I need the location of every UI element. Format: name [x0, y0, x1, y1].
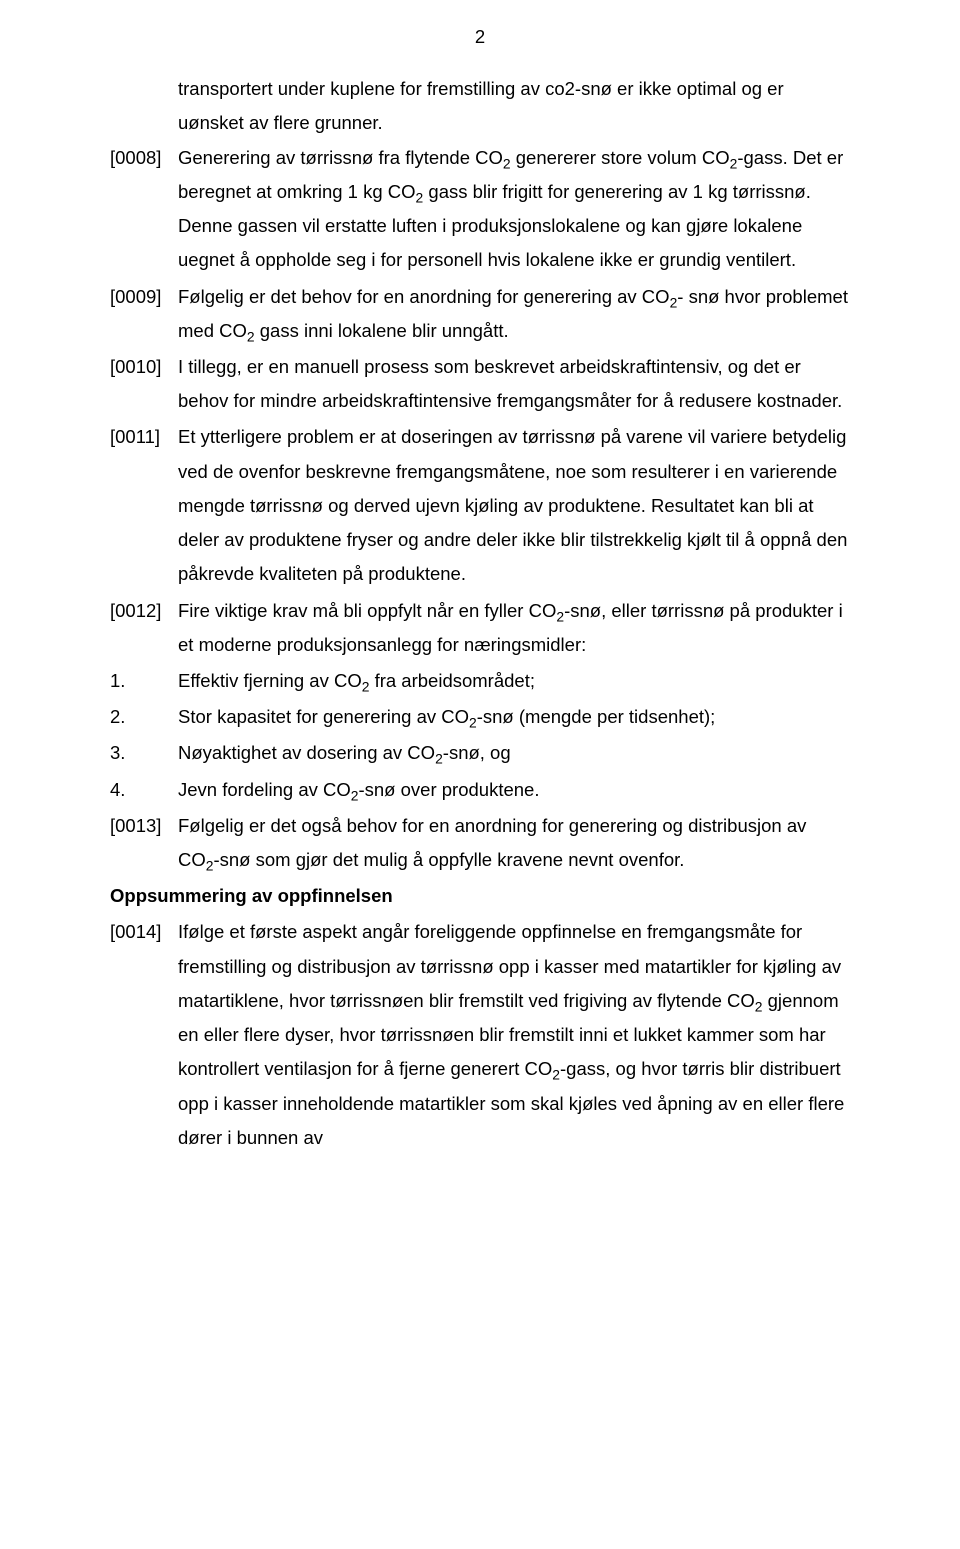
list-text: Jevn fordeling av CO2-snø over produkten…	[178, 773, 850, 807]
paragraph-ref: [0011]	[110, 420, 178, 591]
list-number: 3.	[110, 736, 178, 770]
paragraph-continuation: transportert under kuplene for fremstill…	[178, 72, 850, 140]
paragraph-text: transportert under kuplene for fremstill…	[178, 78, 784, 133]
paragraph-0012: [0012] Fire viktige krav må bli oppfylt …	[110, 594, 850, 662]
paragraph-text: Følgelig er det behov for en anordning f…	[178, 280, 850, 348]
paragraph-ref: [0012]	[110, 594, 178, 662]
list-item-1: 1. Effektiv fjerning av CO2 fra arbeidso…	[110, 664, 850, 698]
paragraph-0008: [0008] Generering av tørrissnø fra flyte…	[110, 141, 850, 278]
paragraph-ref: [0008]	[110, 141, 178, 278]
paragraph-0013: [0013] Følgelig er det også behov for en…	[110, 809, 850, 877]
section-heading: Oppsummering av oppfinnelsen	[110, 879, 850, 913]
list-item-4: 4. Jevn fordeling av CO2-snø over produk…	[110, 773, 850, 807]
list-number: 1.	[110, 664, 178, 698]
paragraph-text: I tillegg, er en manuell prosess som bes…	[178, 350, 850, 418]
paragraph-0014: [0014] Ifølge et første aspekt angår for…	[110, 915, 850, 1155]
paragraph-ref: [0010]	[110, 350, 178, 418]
paragraph-text: Generering av tørrissnø fra flytende CO2…	[178, 141, 850, 278]
paragraph-0010: [0010] I tillegg, er en manuell prosess …	[110, 350, 850, 418]
list-item-2: 2. Stor kapasitet for generering av CO2-…	[110, 700, 850, 734]
list-number: 4.	[110, 773, 178, 807]
paragraph-0011: [0011] Et ytterligere problem er at dose…	[110, 420, 850, 591]
paragraph-ref: [0009]	[110, 280, 178, 348]
list-text: Effektiv fjerning av CO2 fra arbeidsområ…	[178, 664, 850, 698]
paragraph-ref: [0013]	[110, 809, 178, 877]
paragraph-text: Fire viktige krav må bli oppfylt når en …	[178, 594, 850, 662]
paragraph-text: Ifølge et første aspekt angår foreliggen…	[178, 915, 850, 1155]
paragraph-0009: [0009] Følgelig er det behov for en anor…	[110, 280, 850, 348]
paragraph-ref: [0014]	[110, 915, 178, 1155]
page-number: 2	[110, 20, 850, 54]
list-item-3: 3. Nøyaktighet av dosering av CO2-snø, o…	[110, 736, 850, 770]
paragraph-text: Et ytterligere problem er at doseringen …	[178, 420, 850, 591]
list-text: Stor kapasitet for generering av CO2-snø…	[178, 700, 850, 734]
list-text: Nøyaktighet av dosering av CO2-snø, og	[178, 736, 850, 770]
paragraph-text: Følgelig er det også behov for en anordn…	[178, 809, 850, 877]
list-number: 2.	[110, 700, 178, 734]
